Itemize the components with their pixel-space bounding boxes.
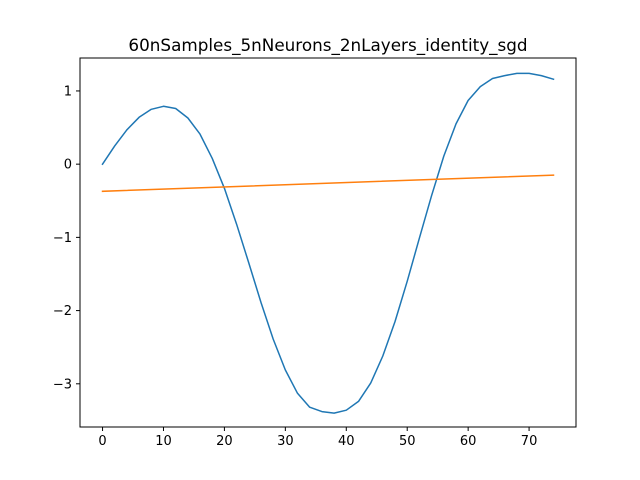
y-tick-label: −1 (53, 231, 72, 246)
x-tick-label: 60 (460, 434, 477, 449)
x-tick-label: 50 (399, 434, 416, 449)
x-tick-label: 30 (277, 434, 294, 449)
series-line-2 (101, 174, 555, 193)
axes-frame (79, 57, 577, 428)
series-line-1 (101, 72, 555, 414)
y-tick-label: 0 (64, 158, 72, 173)
x-tick-label: 40 (338, 434, 355, 449)
plot-area (80, 58, 576, 427)
y-tick-label: 1 (64, 84, 72, 99)
y-tick-label: −2 (53, 304, 72, 319)
x-tick-label: 10 (155, 434, 172, 449)
y-tick-label: −3 (53, 377, 72, 392)
axis-layer: 0 10 20 30 40 50 60 70 −3 −2 −1 0 1 (53, 84, 538, 449)
x-tick-label: 20 (216, 434, 233, 449)
chart-title: 60nSamples_5nNeurons_2nLayers_identity_s… (128, 35, 527, 56)
x-tick-label: 0 (98, 434, 106, 449)
series-layer (101, 72, 555, 414)
x-tick-label: 70 (521, 434, 538, 449)
